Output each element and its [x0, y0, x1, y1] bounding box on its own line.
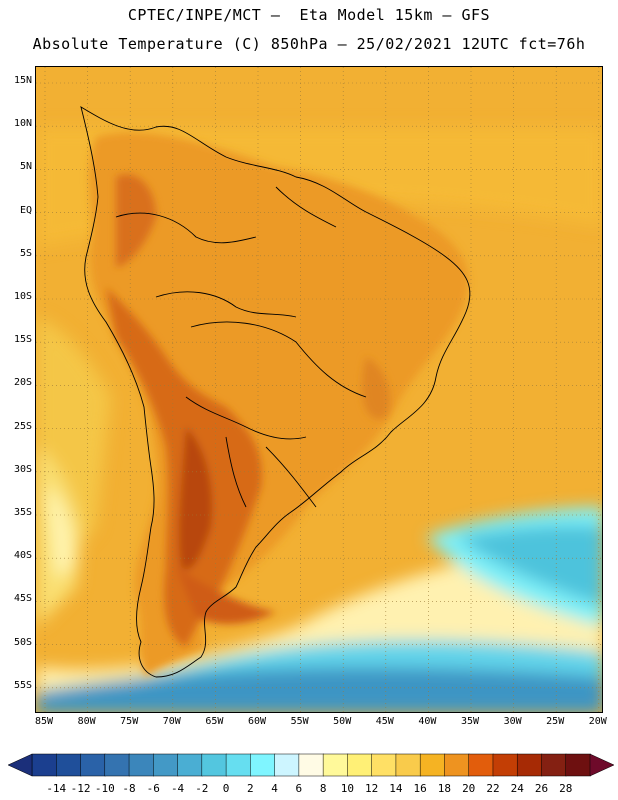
colorbar-swatch: [516, 753, 543, 777]
colorbar-tick-label: 6: [295, 782, 303, 795]
colorbar-tick-label: 18: [437, 782, 452, 795]
lat-label: 30S: [13, 463, 32, 475]
colorbar-tick-label: -14: [46, 782, 67, 795]
lat-label: 40S: [13, 550, 32, 562]
colorbar-tick-label: -10: [94, 782, 115, 795]
colorbar-swatch: [444, 753, 470, 777]
colorbar-tick-label: -6: [146, 782, 160, 795]
lat-label: 55S: [13, 679, 32, 691]
lat-label: 10N: [13, 118, 32, 130]
lat-label: 25S: [13, 420, 32, 432]
lat-label: 5N: [19, 161, 32, 173]
hot-andes-chaco: [106, 174, 390, 647]
colorbar-swatch: [298, 753, 324, 777]
colorbar-swatch: [565, 753, 591, 777]
lat-label: 20S: [13, 377, 32, 389]
colorbar-swatch: [468, 753, 494, 777]
colorbar-tick-label: 28: [559, 782, 573, 795]
coastline: [80, 106, 471, 678]
colorbar-swatch: [419, 753, 446, 777]
colorbar-swatch: [153, 753, 179, 777]
lat-label: 5S: [19, 247, 32, 259]
lon-label: 25W: [546, 716, 565, 727]
colorbar-swatch: [322, 753, 349, 777]
lon-label: 35W: [460, 716, 480, 727]
colorbar-tick-label: 0: [222, 782, 230, 795]
lat-label: 15S: [13, 334, 32, 346]
lat-label: 35S: [13, 507, 32, 518]
lon-label: 85W: [34, 716, 54, 727]
colorbar-tick-label: 24: [510, 782, 524, 795]
lat-label: 45S: [13, 593, 32, 605]
colorbar-swatch: [371, 753, 397, 777]
colorbar-tick-label: -8: [122, 782, 136, 795]
colorbar-tick-label: 26: [534, 782, 549, 795]
colorbar-swatch: [541, 753, 567, 777]
lon-label: 45W: [375, 716, 394, 727]
colorbar-tick-label: 16: [413, 782, 427, 795]
lat-label: EQ: [19, 204, 32, 216]
colorbar-swatch: [225, 753, 252, 777]
colorbar-high-arrow: [589, 753, 615, 777]
colorbar-swatch: [128, 753, 155, 777]
lon-label: 70W: [162, 716, 181, 727]
colorbar-tick-label: 4: [271, 782, 278, 795]
lon-label: 20W: [588, 716, 607, 727]
colorbar-tick-label: 22: [486, 782, 500, 795]
colorbar-swatch: [201, 753, 227, 777]
graticule: [36, 67, 602, 712]
colorbar-tick-label: -2: [195, 782, 209, 795]
title-line-1: CPTEC/INPE/MCT — Eta Model 15km — GFS: [127, 6, 491, 24]
lat-label: 15N: [13, 75, 32, 86]
colorbar-swatch: [104, 753, 130, 777]
colorbar-swatch: [395, 753, 421, 777]
lon-label: 30W: [503, 716, 522, 727]
lon-label: 65W: [205, 716, 224, 727]
colorbar-swatch: [274, 753, 300, 777]
colorbar-swatch: [347, 753, 373, 777]
colorbar-swatch: [56, 753, 82, 777]
lat-label: 50S: [13, 636, 32, 648]
colorbar-tick-label: -12: [70, 782, 91, 795]
colorbar-swatch: [177, 753, 203, 777]
colorbar-swatch: [31, 753, 58, 777]
lon-label: 55W: [290, 716, 309, 727]
lon-label: 40W: [418, 716, 437, 727]
colorbar-tick-label: 20: [462, 782, 476, 795]
lat-label: 10S: [13, 291, 32, 302]
colorbar-tick-label: -4: [170, 782, 185, 795]
colorbar-tick-label: 10: [340, 782, 355, 795]
map-canvas: [36, 67, 602, 712]
colorbar-swatch: [80, 753, 106, 777]
lon-label: 75W: [120, 716, 139, 727]
colorbar-swatch: [492, 753, 518, 777]
colorbar-low-arrow: [7, 753, 33, 777]
lon-label: 80W: [77, 716, 96, 727]
colorbar: [7, 753, 615, 777]
colorbar-swatch: [250, 753, 276, 777]
colorbar-tick-label: 14: [389, 782, 403, 795]
title-line-2: Absolute Temperature (C) 850hPa — 25/02/…: [32, 35, 586, 53]
lon-label: 60W: [247, 716, 267, 727]
lon-label: 50W: [333, 716, 352, 727]
colorbar-tick-label: 8: [319, 782, 327, 795]
colorbar-tick-label: 2: [247, 782, 254, 795]
temperature-map: [35, 66, 603, 713]
colorbar-tick-label: 12: [365, 782, 379, 795]
cold-south-atlantic: [36, 507, 602, 712]
